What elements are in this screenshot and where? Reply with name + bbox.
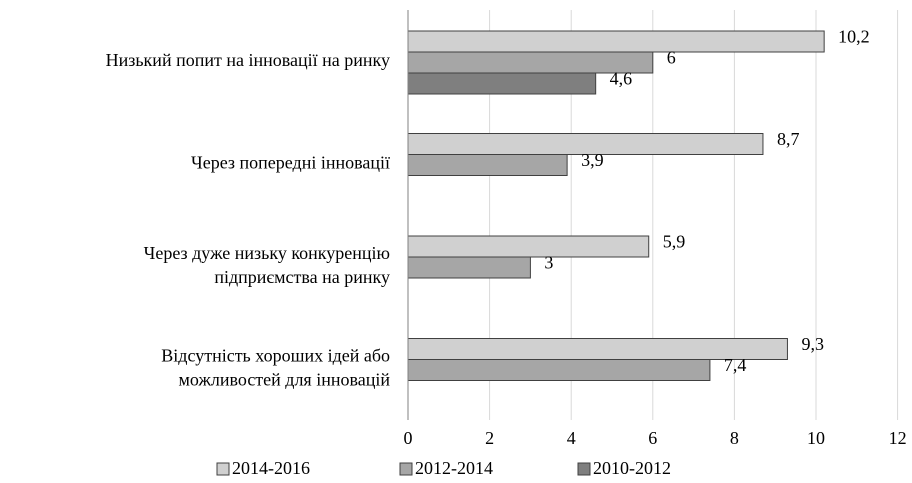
y-tick-label: Відсутність хороших ідей або можливостей … (161, 346, 390, 390)
data-label: 3,9 (581, 150, 604, 170)
data-label: 8,7 (777, 129, 800, 149)
bar (407, 72, 597, 95)
x-tick-label: 4 (567, 428, 576, 448)
x-tick-label: 6 (648, 428, 657, 448)
x-tick-label: 2 (485, 428, 494, 448)
data-label: 5,9 (663, 232, 686, 252)
data-label: 10,2 (838, 27, 870, 47)
data-label: 4,6 (610, 69, 633, 89)
bar (407, 30, 825, 53)
y-tick-label: Низький попит на інновації на ринку (106, 50, 390, 70)
x-tick-label: 10 (807, 428, 825, 448)
data-label: 6 (667, 48, 676, 68)
bar (407, 256, 531, 279)
x-tick-label: 12 (889, 428, 907, 448)
legend-swatch (216, 462, 230, 476)
x-tick-label: 8 (730, 428, 739, 448)
bar (407, 235, 650, 258)
bar (407, 154, 568, 176)
data-label: 3 (544, 253, 553, 273)
data-label: 7,4 (724, 355, 747, 375)
legend-label: 2014-2016 (232, 458, 310, 478)
legend-swatch (577, 462, 591, 476)
y-tick-label: Через дуже низьку конкуренцію підприємств… (144, 243, 390, 287)
x-tick-label: 0 (404, 428, 413, 448)
y-tick-label: Через попередні інновації (191, 153, 390, 173)
legend-swatch (399, 462, 413, 476)
legend-label: 2010-2012 (593, 458, 671, 478)
bar (407, 359, 711, 381)
data-label: 9,3 (801, 334, 824, 354)
legend-label: 2012-2014 (415, 458, 493, 478)
